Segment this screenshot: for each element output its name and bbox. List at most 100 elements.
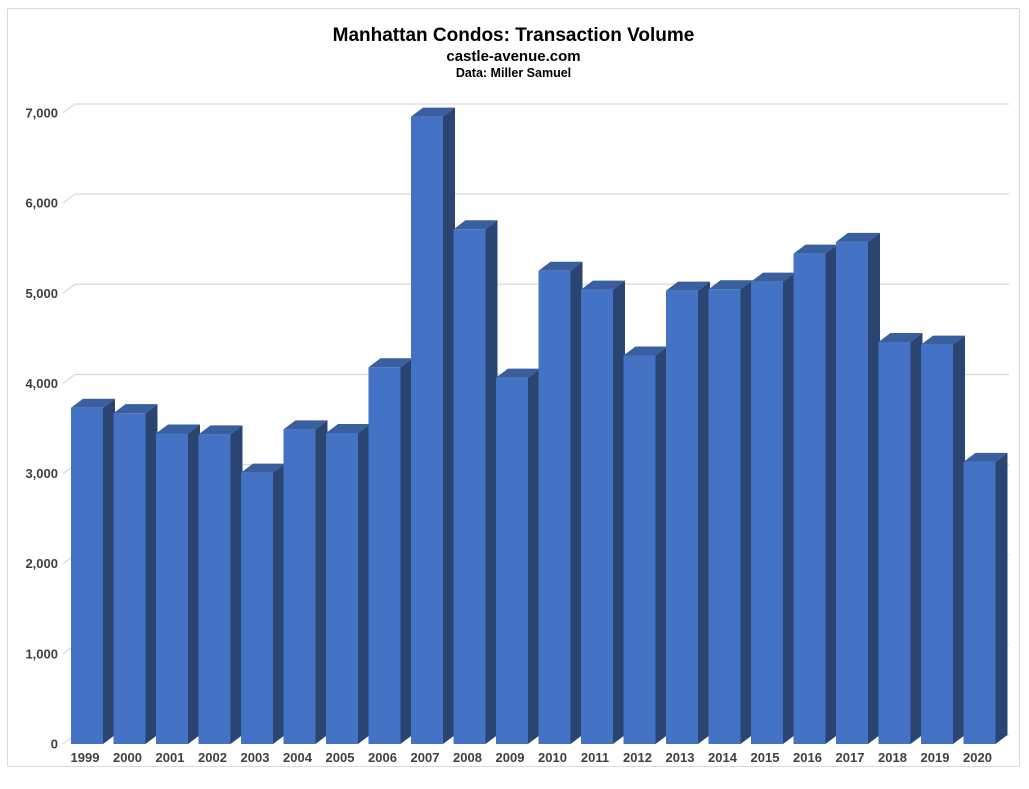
bar-front-face-1999 [71,407,103,744]
x-axis-label-2019: 2019 [921,750,950,765]
bar-front-face-2013 [666,290,698,744]
x-axis-label-2018: 2018 [878,750,907,765]
chart-subtitle: castle-avenue.com [446,48,581,65]
bar-front-face-2011 [581,289,613,744]
bar-side-face-2000 [145,404,158,744]
bar-side-face-2016 [825,244,838,744]
bar-2015 [751,272,795,744]
bar-top-face-2011 [581,280,625,290]
bar-2011 [581,280,625,744]
y-axis-label-3,000: 3,000 [25,466,58,481]
bar-side-face-2014 [740,280,753,744]
bar-front-face-2005 [326,433,358,744]
bar-2019 [921,335,965,744]
chart-source: Data: Miller Samuel [455,66,572,80]
y-axis-label-7,000: 7,000 [25,106,58,121]
bar-top-face-2002 [198,425,243,435]
chart-title: Manhattan Condos: Transaction Volume [332,25,695,46]
x-axis-label-2013: 2013 [666,750,695,765]
bar-side-face-2001 [188,424,200,744]
chart-frame: Manhattan Condos: Transaction Volume cas… [7,8,1020,767]
bar-front-face-2007 [411,116,443,744]
bar-side-face-2017 [868,232,880,744]
x-axis-label-2012: 2012 [623,750,652,765]
bar-top-face-2009 [496,368,540,378]
x-axis-label-2016: 2016 [793,750,822,765]
bar-top-face-2003 [241,463,285,473]
bar-side-face-2008 [485,220,498,744]
bar-top-face-2010 [538,261,583,271]
bar-front-face-2020 [963,461,996,744]
bar-top-face-2020 [963,452,1008,462]
bar-front-face-2000 [113,413,146,744]
bar-side-face-2019 [953,335,965,744]
bar-front-face-2016 [793,253,826,744]
bar-side-face-2009 [528,368,540,744]
bar-2003 [241,463,285,744]
bar-side-face-2018 [910,332,923,744]
bar-2007 [411,107,455,744]
bar-2016 [793,244,838,744]
bar-front-face-2014 [708,289,741,744]
bar-front-face-2010 [538,270,571,744]
x-axis-label-1999: 1999 [71,750,100,765]
bar-top-face-2004 [283,420,328,430]
x-axis-label-2000: 2000 [113,750,142,765]
x-axis-label-2008: 2008 [453,750,482,765]
bar-front-face-2017 [836,241,868,744]
bar-2009 [496,368,540,744]
bar-top-face-2005 [326,424,370,434]
bar-top-face-2013 [666,281,710,291]
bar-chart-plot: 0 1,000 2,000 3,000 4,000 5,000 6,000 7,000 1999… [25,103,1009,765]
bar-2012 [623,346,668,744]
bar-side-face-2013 [698,281,710,744]
bar-2020 [963,452,1008,744]
y-axis-tick-4,000 [62,373,76,384]
bar-side-face-2020 [995,452,1008,744]
bar-1999 [71,398,115,744]
x-axis-label-2003: 2003 [241,750,270,765]
bar-top-face-2012 [623,346,668,356]
x-axis-label-2001: 2001 [156,750,185,765]
y-axis-label-5,000: 5,000 [25,286,58,301]
bar-top-face-2016 [793,244,838,254]
bar-top-face-2008 [453,220,498,230]
y-axis-label-1,000: 1,000 [25,646,58,661]
bar-front-face-2012 [623,355,656,744]
x-axis-label-2017: 2017 [836,750,865,765]
bar-front-face-2004 [283,429,316,744]
bar-top-face-2019 [921,335,965,345]
x-axis-label-2006: 2006 [368,750,397,765]
bar-front-face-2001 [156,433,188,744]
bar-top-face-2007 [411,107,455,117]
bar-side-face-2010 [570,261,583,744]
bar-top-face-2014 [708,280,753,290]
bar-front-face-2003 [241,472,273,744]
x-axis-label-2005: 2005 [326,750,355,765]
bar-2018 [878,332,923,744]
x-axis-label-2002: 2002 [198,750,227,765]
bar-2001 [156,424,200,744]
x-axis-label-2011: 2011 [581,750,609,765]
y-axis-tick-6,000 [62,193,76,204]
bar-side-face-2011 [613,280,625,744]
bar-front-face-2019 [921,344,953,744]
bar-side-face-2002 [230,425,243,744]
bar-side-face-1999 [103,398,115,744]
bar-front-face-2006 [368,367,401,744]
y-axis-label-0: 0 [51,737,58,752]
bar-front-face-2002 [198,434,231,744]
bar-2010 [538,261,583,744]
bar-side-face-2012 [655,346,668,744]
y-axis-label-6,000: 6,000 [25,196,58,211]
bar-2017 [836,232,880,744]
bar-2000 [113,404,158,744]
y-axis-tick-7,000 [62,103,76,114]
x-axis-label-2015: 2015 [751,750,780,765]
bar-side-face-2003 [273,463,285,744]
bar-top-face-2000 [113,404,158,414]
bar-top-face-2001 [156,424,200,434]
bar-top-face-2017 [836,232,880,242]
x-axis-label-2007: 2007 [411,750,440,765]
x-axis-label-2014: 2014 [708,750,738,765]
